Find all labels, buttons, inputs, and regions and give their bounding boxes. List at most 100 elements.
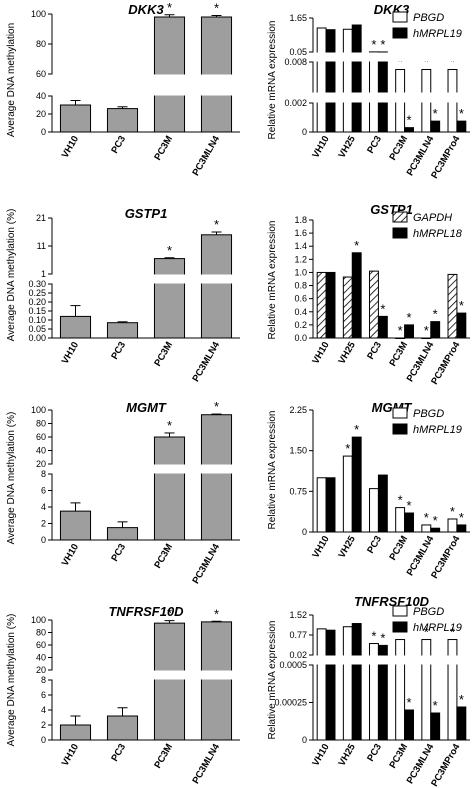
- y-axis-label: Average DNA methylation: [6, 23, 17, 137]
- y-tick-label: 40: [36, 653, 46, 663]
- bar: [325, 477, 336, 533]
- y-tick-label: 0.10: [28, 315, 46, 325]
- bar: [351, 436, 362, 533]
- y-tick-label: 4: [41, 705, 46, 715]
- y-axis-label: Relative mRNA expression: [267, 411, 278, 530]
- bar: [106, 322, 139, 339]
- legend-label: hMRPL18: [413, 228, 463, 240]
- axis-break: [311, 655, 472, 665]
- significance-marker: *: [214, 1, 219, 16]
- bar: [377, 315, 388, 339]
- y-tick-label: 1.52: [289, 610, 307, 620]
- bar: [351, 24, 362, 133]
- significance-marker: *: [407, 113, 412, 128]
- x-tick-label: PC3M: [387, 742, 410, 770]
- y-tick-label: 8: [41, 675, 46, 685]
- x-tick-label: PC3: [109, 742, 128, 764]
- y-tick-label: 40: [36, 446, 46, 456]
- axis-break: [50, 464, 242, 474]
- chart-panel-5: MGMT Average DNA methylation (%) 0 2 4 6 820 40…: [6, 399, 242, 586]
- x-tick-label: PC3MLN4: [190, 741, 222, 786]
- bar: [377, 644, 388, 741]
- x-tick-label: VH10: [60, 542, 81, 568]
- bar: [106, 715, 139, 741]
- x-tick-label: PC3: [365, 534, 384, 556]
- bar: [447, 273, 458, 339]
- legend-label: PBGD: [413, 408, 444, 420]
- x-tick-label: VH25: [336, 741, 358, 768]
- significance-marker: *: [214, 606, 219, 621]
- significance-marker: *: [167, 606, 172, 621]
- x-tick-label: VH10: [60, 742, 81, 768]
- bar: [342, 28, 353, 133]
- y-tick-label: 40: [36, 91, 46, 101]
- y-tick-label: 21: [36, 213, 46, 223]
- legend-swatch: [392, 605, 408, 617]
- bar: [316, 628, 327, 741]
- x-tick-label: PC3: [365, 134, 384, 156]
- legend-swatch: [392, 11, 408, 23]
- y-tick-label: 0.008: [284, 57, 307, 67]
- y-tick-label: 0.6: [294, 294, 307, 304]
- legend-label: GAPDH: [413, 212, 452, 224]
- y-tick-label: 1.6: [294, 228, 307, 238]
- bar: [59, 315, 92, 339]
- significance-marker: *: [424, 625, 429, 640]
- bar: [325, 629, 336, 741]
- bar: [342, 455, 353, 533]
- significance-marker: *: [398, 323, 403, 338]
- x-tick-label: PC3M: [152, 542, 175, 570]
- significance-marker: *: [380, 301, 385, 316]
- bar: [430, 527, 441, 533]
- bar: [404, 324, 414, 339]
- significance-marker: *: [450, 625, 455, 640]
- y-tick-label: 60: [36, 69, 46, 79]
- y-axis-label: Relative mRNA expression: [267, 21, 278, 140]
- chart-title: TNFRSF10D: [108, 604, 184, 619]
- bar: [200, 621, 233, 741]
- bar: [395, 337, 406, 339]
- bar: [316, 271, 327, 339]
- x-tick-label: PC3M: [387, 340, 410, 368]
- y-tick-label: 20: [36, 665, 46, 675]
- bar: [325, 271, 336, 339]
- significance-marker: *: [398, 493, 403, 508]
- significance-marker: *: [459, 298, 464, 313]
- y-tick-label: 100: [31, 615, 46, 625]
- bar: [456, 120, 467, 133]
- x-tick-label: VH10: [310, 742, 331, 768]
- bar: [316, 477, 327, 533]
- y-tick-label: 0: [41, 535, 46, 545]
- x-tick-label: VH10: [310, 534, 331, 560]
- y-tick-label: 80: [36, 628, 46, 638]
- y-tick-label: 2: [41, 519, 46, 529]
- significance-marker: *: [433, 698, 438, 713]
- bar: [430, 712, 441, 741]
- y-tick-label: 1.8: [294, 215, 307, 225]
- x-tick-label: VH25: [336, 339, 358, 366]
- bar: [200, 414, 233, 541]
- y-tick-label: 0.02: [289, 650, 307, 660]
- x-tick-label: PC3MLN4: [190, 339, 222, 384]
- bar: [447, 518, 458, 533]
- bar: [153, 258, 186, 339]
- y-tick-label: 0.05: [28, 324, 46, 334]
- y-tick-label: 1: [41, 269, 46, 279]
- bar: [395, 639, 406, 741]
- chart-title: DKK3: [128, 2, 164, 17]
- y-axis-label: Relative mRNA expression: [267, 221, 278, 340]
- x-tick-label: PC3: [109, 340, 128, 362]
- bar: [430, 120, 441, 133]
- significance-marker: *: [433, 513, 438, 528]
- significance-marker: *: [459, 106, 464, 121]
- significance-marker: *: [371, 37, 376, 52]
- bar: [369, 51, 379, 133]
- x-tick-label: PC3: [109, 542, 128, 564]
- y-axis-label: Average DNA methylation (%): [6, 614, 17, 747]
- chart-title: MGMT: [126, 400, 167, 415]
- significance-marker: *: [398, 55, 403, 70]
- y-tick-label: 0.8: [294, 281, 307, 291]
- significance-marker: *: [214, 399, 219, 414]
- x-tick-label: PC3: [365, 742, 384, 764]
